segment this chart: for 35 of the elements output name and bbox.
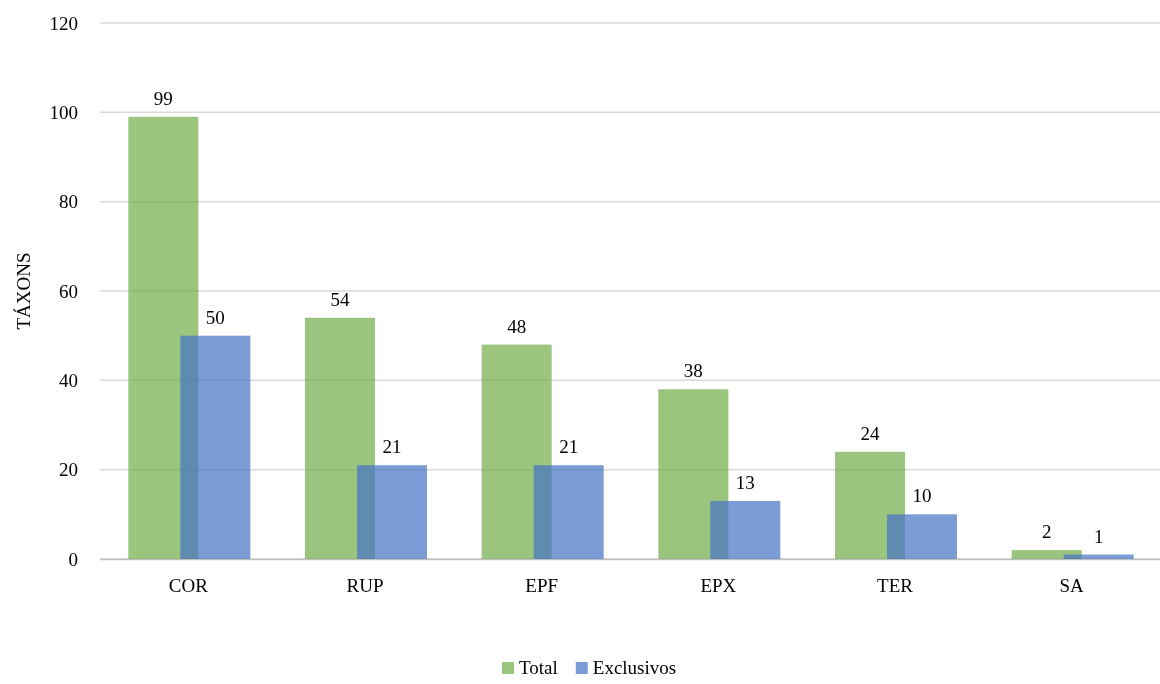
- x-tick-label: RUP: [346, 575, 384, 597]
- bar: [710, 500, 781, 559]
- x-tick-label: COR: [168, 575, 209, 597]
- legend-label: Total: [519, 657, 558, 678]
- x-tick-label: EPF: [525, 575, 559, 597]
- y-axis-title: TÁXONS: [13, 252, 34, 330]
- data-label: 21: [382, 436, 402, 458]
- data-label: 50: [205, 306, 225, 328]
- bar: [180, 335, 251, 559]
- data-label: 21: [559, 436, 579, 458]
- data-label: 13: [735, 471, 755, 493]
- bar: [658, 389, 729, 559]
- y-tick-label: 40: [59, 369, 78, 391]
- data-label: 99: [153, 87, 173, 109]
- x-tick-label: SA: [1059, 575, 1085, 597]
- data-label: 2: [1041, 521, 1052, 543]
- y-tick-label: 120: [49, 12, 78, 34]
- bar: [887, 514, 957, 559]
- bar: [533, 465, 604, 559]
- x-tick-label: TER: [877, 575, 914, 597]
- y-tick-label: 60: [59, 280, 78, 302]
- y-tick-label: 80: [59, 191, 78, 213]
- data-label: 10: [912, 485, 932, 507]
- legend-label: Exclusivos: [592, 657, 677, 678]
- bar: [357, 465, 427, 559]
- x-tick-label: EPX: [700, 575, 737, 597]
- data-label: 48: [507, 315, 527, 337]
- data-label: 54: [330, 288, 350, 310]
- data-label: 38: [683, 360, 703, 382]
- y-tick-label: 20: [59, 459, 78, 481]
- y-tick-label: 0: [68, 548, 78, 570]
- data-label: 1: [1093, 525, 1104, 547]
- data-label: 24: [860, 422, 880, 444]
- bar: [305, 317, 375, 559]
- y-tick-label: 100: [49, 101, 78, 123]
